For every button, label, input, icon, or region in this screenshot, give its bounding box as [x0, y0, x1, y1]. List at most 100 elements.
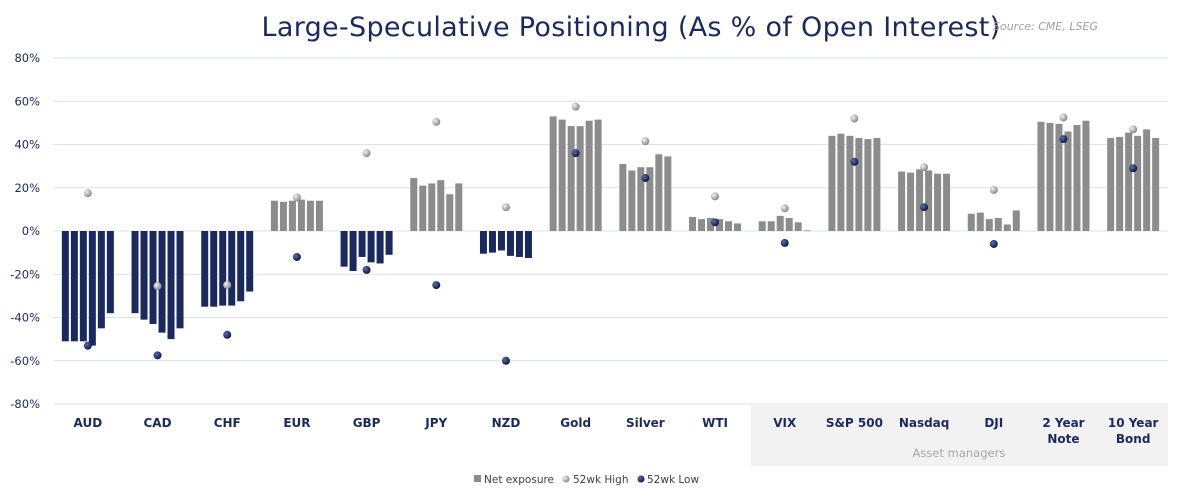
low-marker — [153, 351, 162, 360]
bar-2-year-note-1 — [1037, 121, 1045, 231]
low-marker — [432, 281, 441, 290]
y-tick-label: -60% — [10, 354, 40, 368]
bar-aud-5 — [97, 231, 105, 329]
bar-aud-1 — [61, 231, 69, 342]
bar-10-year-bond-3 — [1125, 132, 1133, 231]
bar-10-year-bond-5 — [1143, 129, 1151, 231]
bar-aud-3 — [79, 231, 87, 342]
bar-gold-3 — [567, 126, 575, 231]
bar-10-year-bond-4 — [1134, 135, 1142, 231]
x-axis-label-line1: 10 Year — [1108, 416, 1159, 430]
bar-chf-4 — [228, 231, 236, 306]
group-label: Asset managers — [913, 446, 1006, 460]
low-marker — [223, 330, 232, 339]
bar-gold-1 — [549, 116, 557, 231]
low-marker — [292, 252, 301, 261]
bar-dji-1 — [967, 213, 975, 231]
y-tick-label: 60% — [14, 94, 40, 108]
low-marker — [780, 238, 789, 247]
low-marker — [362, 265, 371, 274]
bar-gold-6 — [594, 119, 602, 231]
bar-2-year-note-3 — [1055, 123, 1063, 231]
bar-chf-3 — [219, 231, 227, 306]
bar-vix-4 — [785, 218, 793, 231]
x-axis-label: AUD — [74, 416, 103, 430]
bar-jpy-6 — [455, 183, 463, 231]
bar-nasdaq-1 — [898, 171, 906, 231]
high-marker — [1129, 125, 1138, 134]
legend-net-exposure-swatch — [474, 475, 481, 482]
x-axis-label: S&P 500 — [826, 416, 883, 430]
bar-cad-1 — [131, 231, 139, 314]
bar-jpy-3 — [428, 183, 436, 231]
bar-eur-4 — [297, 199, 305, 231]
x-axis-label: WTI — [702, 416, 728, 430]
bar-nasdaq-2 — [907, 172, 915, 231]
bar-nzd-5 — [515, 231, 523, 257]
bar-silver-1 — [619, 163, 627, 231]
bar-cad-2 — [140, 231, 148, 320]
bar-2-year-note-4 — [1064, 131, 1072, 231]
bar-s-p-500-3 — [846, 135, 854, 231]
low-marker — [1059, 135, 1068, 144]
y-tick-label: 40% — [14, 138, 40, 152]
bar-eur-5 — [306, 200, 314, 231]
legend-net-exposure: Net exposure — [484, 474, 554, 486]
high-marker — [920, 163, 929, 172]
legend-high-swatch — [562, 475, 570, 483]
bar-cad-6 — [176, 231, 184, 329]
bar-wti-4 — [716, 219, 724, 231]
bar-gbp-3 — [358, 231, 366, 257]
bar-gbp-5 — [376, 231, 384, 264]
high-marker — [989, 185, 998, 194]
bar-2-year-note-5 — [1073, 125, 1081, 231]
x-axis-label: Gold — [560, 416, 591, 430]
bar-chf-5 — [237, 231, 245, 302]
y-tick-label: -20% — [10, 267, 40, 281]
x-axis-label: Nasdaq — [899, 416, 950, 430]
bar-wti-3 — [707, 218, 715, 231]
low-marker — [571, 149, 580, 158]
bar-silver-2 — [628, 170, 636, 231]
bar-cad-4 — [158, 231, 166, 333]
bar-dji-2 — [976, 212, 984, 231]
x-axis-label: DJI — [984, 416, 1003, 430]
bar-vix-5 — [794, 222, 802, 231]
bar-jpy-5 — [446, 194, 454, 231]
bar-gbp-4 — [367, 231, 375, 263]
bar-cad-3 — [149, 231, 157, 324]
low-marker — [989, 239, 998, 248]
x-axis-label: EUR — [283, 416, 310, 430]
bar-aud-6 — [106, 231, 114, 314]
high-marker — [780, 204, 789, 213]
bar-s-p-500-5 — [864, 139, 872, 231]
bar-vix-2 — [767, 221, 775, 231]
low-marker — [711, 218, 720, 227]
legend-52wk-high: 52wk High — [573, 474, 629, 486]
bar-2-year-note-6 — [1082, 120, 1090, 231]
high-marker — [1059, 113, 1068, 122]
bar-vix-6 — [803, 230, 811, 232]
bar-vix-3 — [776, 215, 784, 231]
low-marker — [641, 174, 650, 183]
bar-nasdaq-4 — [925, 170, 933, 231]
low-marker — [850, 157, 859, 166]
high-marker — [711, 192, 720, 201]
bar-dji-3 — [985, 219, 993, 231]
bar-nasdaq-3 — [916, 169, 924, 231]
high-marker — [223, 281, 232, 290]
high-marker — [292, 193, 301, 202]
legend-52wk-low: 52wk Low — [647, 474, 699, 486]
bar-cad-5 — [167, 231, 175, 340]
x-axis-label: CHF — [214, 416, 241, 430]
high-marker — [83, 189, 92, 198]
bar-aud-4 — [88, 231, 96, 346]
low-marker — [83, 341, 92, 350]
bar-s-p-500-1 — [828, 135, 836, 231]
high-marker — [501, 203, 510, 212]
x-axis-label: VIX — [773, 416, 797, 430]
bar-jpy-2 — [419, 185, 427, 231]
bar-eur-1 — [270, 200, 278, 231]
bar-s-p-500-4 — [855, 138, 863, 231]
